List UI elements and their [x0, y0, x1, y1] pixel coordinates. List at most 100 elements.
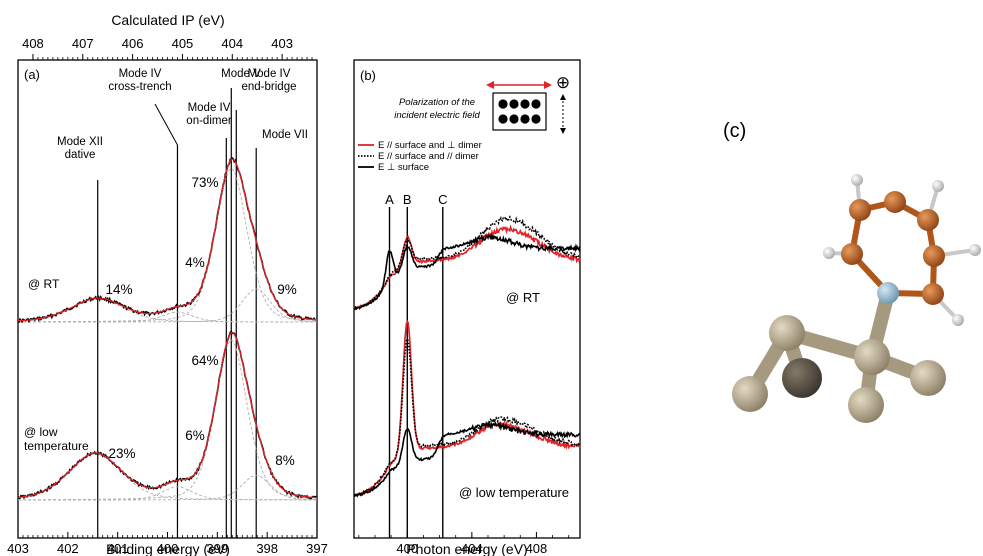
- mode-label: Mode VII: [262, 129, 308, 141]
- dimer-atom: [531, 114, 541, 124]
- arrowhead-right: [544, 81, 552, 89]
- mode-leader-line: [154, 103, 178, 146]
- x-tick-label: 399: [206, 541, 228, 556]
- x-tick-label: 400: [157, 541, 179, 556]
- nitrogen-atom: [877, 282, 899, 304]
- top-tick-label: 404: [221, 36, 243, 51]
- hydrogen-atom: [851, 174, 863, 186]
- hydrogen-atom: [969, 244, 981, 256]
- fit-component: [18, 288, 317, 323]
- measured-spectrum: [17, 157, 318, 324]
- carbon-atom: [849, 199, 871, 221]
- vertical-arrowhead-up: [560, 94, 566, 100]
- fit-envelope: [17, 331, 317, 499]
- x-tick-label: 398: [256, 541, 278, 556]
- carbon-atom: [923, 245, 945, 267]
- polarization-caption-line-1: Polarization of the: [399, 97, 475, 108]
- dimer-atom: [531, 99, 541, 109]
- dimer-box: [492, 92, 547, 131]
- x-tick-label: 397: [306, 541, 328, 556]
- dimer-atom: [520, 99, 530, 109]
- top-tick-label: 403: [271, 36, 293, 51]
- panel-a: (a) Calculated IP (eV) Binding energy (e…: [7, 12, 328, 556]
- nexafs-spectrum: [353, 319, 581, 497]
- top-tick-label: 407: [72, 36, 94, 51]
- peak-label: A: [385, 192, 394, 207]
- silicon-atom: [782, 358, 822, 398]
- component-percentage: 23%: [108, 446, 135, 461]
- top-tick-label: 406: [122, 36, 144, 51]
- component-percentage: 73%: [191, 175, 218, 190]
- component-percentage: 6%: [185, 428, 205, 443]
- nexafs-spectrum: [353, 224, 581, 311]
- dimer-atom: [520, 114, 530, 124]
- hydrogen-atom: [932, 180, 944, 192]
- silicon-atom: [769, 315, 805, 351]
- polarization-inset: ⊕: [486, 73, 570, 134]
- legend-entry: E // surface and ⊥ dimer: [378, 140, 482, 151]
- component-percentage: 4%: [185, 255, 205, 270]
- fit-component: [18, 311, 317, 323]
- panel-b-x-axis-label: Photon energy (eV): [406, 541, 527, 556]
- component-percentage: 8%: [275, 453, 295, 468]
- carbon-atom: [917, 209, 939, 231]
- dimer-atom: [498, 114, 508, 124]
- arrowhead-left: [486, 81, 494, 89]
- condition-label: @ low: [24, 425, 58, 439]
- fit-component: [18, 486, 317, 501]
- hydrogen-atom: [952, 314, 964, 326]
- fit-component: [18, 474, 318, 501]
- x-tick-label: 400: [396, 541, 418, 556]
- mode-label: dative: [65, 149, 96, 161]
- peak-label: C: [438, 192, 447, 207]
- panel-a-x-axis-label: Binding energy (eV): [106, 541, 230, 556]
- component-percentage: 9%: [277, 282, 297, 297]
- silicon-atom: [910, 360, 946, 396]
- top-tick-label: 408: [22, 36, 44, 51]
- condition-label: temperature: [24, 439, 89, 453]
- panel-c-label: (c): [723, 120, 746, 142]
- x-tick-label: 403: [7, 541, 29, 556]
- component-percentage: 64%: [191, 353, 218, 368]
- legend-entry: E // surface and // dimer: [378, 151, 479, 162]
- pyridine-on-silicon-model: [732, 174, 981, 423]
- panel-b-label: (b): [360, 68, 376, 83]
- legend-entry: E ⊥ surface: [378, 162, 429, 173]
- x-tick-label: 402: [57, 541, 79, 556]
- x-tick-label: 401: [107, 541, 129, 556]
- mode-label: on-dimer: [186, 115, 232, 127]
- dimer-atom: [509, 99, 519, 109]
- mode-label: Mode IV: [119, 68, 162, 80]
- carbon-atom: [841, 243, 863, 265]
- panel-c: (c): [723, 120, 981, 423]
- nexafs-spectrum: [353, 215, 581, 311]
- dimer-atom: [509, 114, 519, 124]
- condition-label: @ low temperature: [459, 485, 569, 500]
- x-tick-label: 404: [461, 541, 483, 556]
- fit-envelope: [17, 158, 318, 322]
- mode-label: Mode IV: [188, 102, 231, 114]
- mode-label: Mode V: [221, 68, 261, 80]
- fit-component: [18, 339, 318, 501]
- panel-b-frame: [353, 59, 581, 539]
- condition-label: @ RT: [506, 290, 540, 305]
- component-percentage: 14%: [105, 282, 132, 297]
- polarization-caption-line-2: incident electric field: [394, 110, 480, 121]
- x-tick-label: 408: [526, 541, 548, 556]
- vertical-arrowhead-down: [560, 128, 566, 134]
- mode-label: Mode XII: [57, 136, 103, 148]
- silicon-atom: [848, 387, 884, 423]
- perpendicular-field-icon: ⊕: [556, 73, 570, 92]
- carbon-atom: [922, 283, 944, 305]
- nexafs-spectrum: [354, 233, 581, 311]
- peak-label: B: [403, 192, 412, 207]
- silicon-atom: [854, 339, 890, 375]
- dimer-atom: [498, 99, 508, 109]
- mode-label: Mode IV: [248, 68, 291, 80]
- panel-b: (b) Photon energy (eV) Polarization of t…: [353, 59, 581, 556]
- panel-a-label: (a): [24, 67, 40, 82]
- mode-label: end-bridge: [242, 81, 297, 93]
- mode-label: cross-trench: [108, 81, 171, 93]
- nexafs-spectrum: [353, 420, 581, 498]
